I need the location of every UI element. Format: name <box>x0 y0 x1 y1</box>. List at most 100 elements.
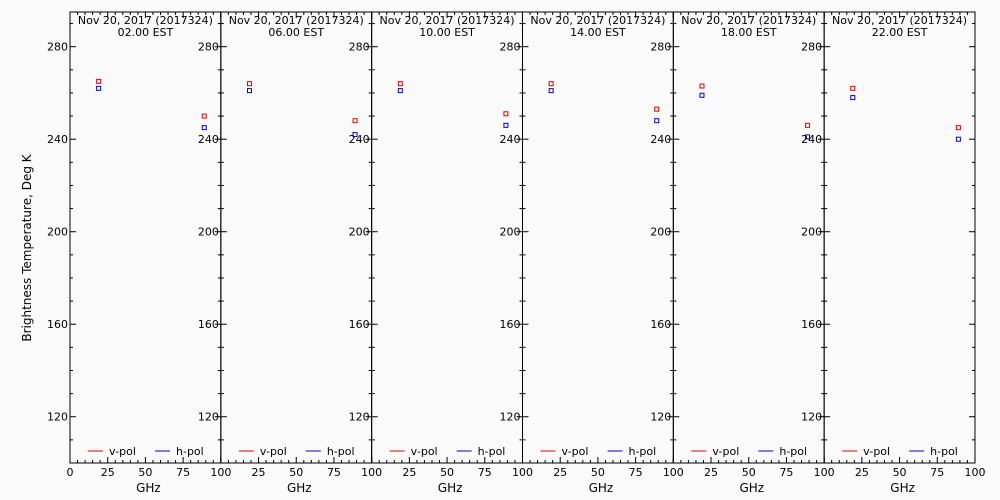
legend-label-h-pol: h-pol <box>327 445 355 458</box>
x-tick-label: 50 <box>440 466 454 479</box>
x-axis-label: GHz <box>136 481 161 495</box>
x-axis-label: GHz <box>890 481 915 495</box>
y-tick-label: 120 <box>47 411 68 424</box>
y-tick-label: 240 <box>499 133 520 146</box>
x-tick-label: 100 <box>964 466 985 479</box>
panel-title: Nov 20, 2017 (2017324) <box>78 14 213 27</box>
x-axis-label: GHz <box>739 481 764 495</box>
legend-label-v-pol: v-pol <box>260 445 287 458</box>
h-pol-point <box>654 118 660 124</box>
y-tick-label: 280 <box>499 41 520 54</box>
panel-2: 120 160 200 240 280 25 50 75 100 GHz Nov 20, 2017 … <box>198 11 382 495</box>
v-pol-point <box>96 78 102 84</box>
panel-1: 120 160 200 240 280 0 25 50 75 100 GHz Nov 20, 2017… <box>47 11 231 495</box>
x-tick-label: 75 <box>930 466 944 479</box>
y-tick-label: 280 <box>801 41 822 54</box>
panel-title: Nov 20, 2017 (2017324) <box>530 14 665 27</box>
legend-label-v-pol: v-pol <box>863 445 890 458</box>
x-tick-label: 100 <box>361 466 382 479</box>
h-pol-point <box>503 122 509 128</box>
y-tick-label: 120 <box>650 411 671 424</box>
y-tick-label: 200 <box>47 226 68 239</box>
y-axis-label: Brightness Temperature, Deg K <box>20 153 34 341</box>
panel-4: 120 160 200 240 280 25 50 75 100 GHz Nov 20, 2017 … <box>499 11 684 495</box>
legend-label-v-pol: v-pol <box>109 445 136 458</box>
v-pol-point <box>699 83 705 89</box>
y-tick-label: 240 <box>801 133 822 146</box>
x-tick-label: 75 <box>327 466 341 479</box>
x-tick-label: 100 <box>663 466 684 479</box>
y-tick-label: 120 <box>499 411 520 424</box>
y-tick-label: 200 <box>499 226 520 239</box>
y-tick-label: 160 <box>801 318 822 331</box>
y-tick-label: 240 <box>47 133 68 146</box>
v-pol-point <box>246 81 252 87</box>
panel-5: 120 160 200 240 280 25 50 75 100 GHz Nov 20, 2017 … <box>650 11 835 495</box>
panel-subtitle: 02.00 EST <box>118 26 174 39</box>
v-pol-point <box>397 81 403 87</box>
y-tick-label: 240 <box>198 133 219 146</box>
h-pol-point <box>850 95 856 101</box>
panel-title: Nov 20, 2017 (2017324) <box>681 14 816 27</box>
panel-3: 120 160 200 240 280 25 50 75 100 GHz Nov 20, 2017 … <box>349 11 533 495</box>
v-pol-point <box>955 125 961 131</box>
x-tick-label: 0 <box>67 466 74 479</box>
x-axis-label: GHz <box>589 481 614 495</box>
panel-title: Nov 20, 2017 (2017324) <box>380 14 515 27</box>
v-pol-point <box>201 113 207 119</box>
y-tick-label: 160 <box>349 318 370 331</box>
v-pol-point <box>352 118 358 124</box>
y-tick-label: 200 <box>349 226 370 239</box>
x-tick-label: 50 <box>591 466 605 479</box>
x-axis-label: GHz <box>438 481 463 495</box>
y-tick-label: 200 <box>198 226 219 239</box>
h-pol-point <box>246 88 252 94</box>
v-pol-point <box>548 81 554 87</box>
panel-subtitle: 10.00 EST <box>419 26 475 39</box>
y-tick-label: 160 <box>198 318 219 331</box>
y-tick-label: 280 <box>47 41 68 54</box>
y-tick-label: 120 <box>198 411 219 424</box>
panel-title: Nov 20, 2017 (2017324) <box>229 14 364 27</box>
x-tick-label: 100 <box>512 466 533 479</box>
legend-label-h-pol: h-pol <box>176 445 204 458</box>
x-tick-label: 25 <box>101 466 115 479</box>
x-tick-label: 75 <box>629 466 643 479</box>
legend-label-h-pol: h-pol <box>930 445 958 458</box>
legend-label-v-pol: v-pol <box>411 445 438 458</box>
panel-title: Nov 20, 2017 (2017324) <box>832 14 967 27</box>
panel-subtitle: 18.00 EST <box>721 26 777 39</box>
h-pol-point <box>699 92 705 98</box>
h-pol-point <box>805 134 811 140</box>
x-tick-label: 50 <box>742 466 756 479</box>
h-pol-point <box>397 88 403 94</box>
h-pol-point <box>955 136 961 142</box>
y-tick-label: 200 <box>801 226 822 239</box>
x-tick-label: 50 <box>289 466 303 479</box>
y-tick-label: 240 <box>650 133 671 146</box>
y-tick-label: 160 <box>499 318 520 331</box>
h-pol-point <box>352 132 358 138</box>
x-tick-label: 100 <box>814 466 835 479</box>
v-pol-point <box>850 85 856 91</box>
h-pol-point <box>548 88 554 94</box>
x-axis-label: GHz <box>287 481 312 495</box>
panels-group: 120 160 200 240 280 0 25 50 75 100 GHz Nov 20, 2017… <box>47 11 985 495</box>
y-tick-label: 120 <box>349 411 370 424</box>
legend-label-v-pol: v-pol <box>712 445 739 458</box>
x-tick-label: 50 <box>893 466 907 479</box>
y-tick-label: 280 <box>349 41 370 54</box>
legend-label-h-pol: h-pol <box>779 445 807 458</box>
y-tick-label: 160 <box>650 318 671 331</box>
legend-label-v-pol: v-pol <box>561 445 588 458</box>
x-tick-label: 75 <box>779 466 793 479</box>
x-tick-label: 25 <box>704 466 718 479</box>
y-tick-label: 280 <box>650 41 671 54</box>
panel-subtitle: 06.00 EST <box>268 26 324 39</box>
x-tick-label: 25 <box>855 466 869 479</box>
panel-subtitle: 14.00 EST <box>570 26 626 39</box>
y-tick-label: 120 <box>801 411 822 424</box>
y-tick-label: 240 <box>349 133 370 146</box>
x-tick-label: 50 <box>138 466 152 479</box>
h-pol-point <box>201 125 207 131</box>
